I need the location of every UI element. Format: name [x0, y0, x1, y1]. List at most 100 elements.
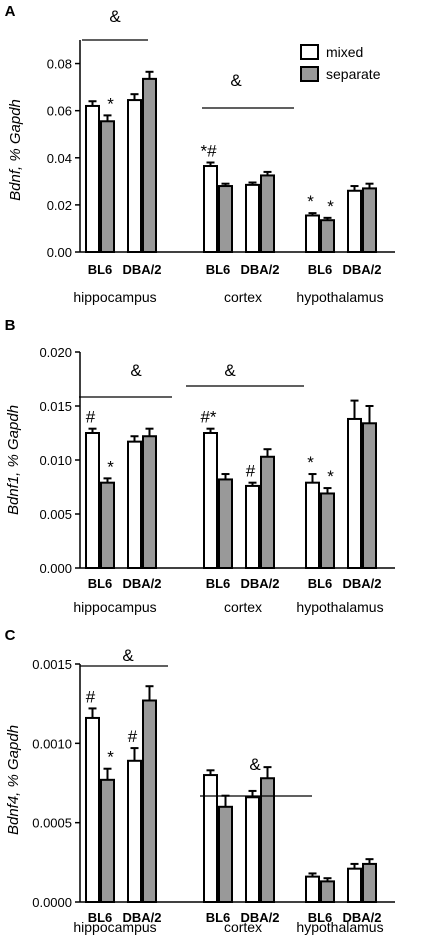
bar-mixed	[203, 432, 218, 569]
bar-separate	[142, 435, 157, 569]
x-tick-label: BL6	[308, 262, 333, 277]
significance-mark: #	[86, 408, 96, 427]
bar-mixed	[127, 440, 142, 570]
x-tick-label: DBA/2	[240, 576, 279, 591]
panel-c: C Bdnf4, % Gapdh 0.0000 0.0005 0.0010 0.0015 #…	[5, 627, 395, 935]
x-tick-label: BL6	[88, 262, 113, 277]
significance-mark: *	[107, 94, 114, 113]
y-tick-label: 0.000	[39, 561, 72, 576]
bar-mixed	[203, 165, 218, 253]
bar-mixed	[203, 774, 218, 903]
x-tick-label: DBA/2	[122, 910, 161, 925]
y-tick-label: 0.06	[47, 104, 72, 119]
bar-separate	[100, 120, 115, 254]
y-tick-label: 0.00	[47, 245, 72, 260]
y-tick-label: 0.0005	[32, 816, 72, 831]
x-tick-label: DBA/2	[122, 576, 161, 591]
legend-swatch-separate	[300, 66, 319, 82]
bar-mixed	[305, 214, 320, 254]
x-tick-label: BL6	[206, 262, 231, 277]
panel-letter: A	[5, 3, 16, 20]
region-label: hippocampus	[73, 599, 156, 615]
y-tick-label: 0.0015	[32, 657, 72, 672]
bracket-label: &	[109, 7, 121, 26]
region-label: cortex	[224, 289, 262, 305]
x-tick-label: BL6	[206, 576, 231, 591]
bracket-label: &	[122, 646, 134, 665]
significance-mark: #*	[200, 408, 216, 427]
region-label: cortex	[224, 919, 262, 935]
panel-a: A Bdnf, % Gapdh 0.00 0.02 0.04 0.06 0.08 * BL6 DB…	[5, 3, 395, 305]
x-tick-label: DBA/2	[342, 910, 381, 925]
bracket-label: &	[224, 361, 236, 380]
y-tick-label: 0.0010	[32, 736, 72, 751]
bar-separate	[218, 805, 233, 903]
x-tick-label: BL6	[88, 576, 113, 591]
y-tick-label: 0.005	[39, 507, 72, 522]
bar-separate	[362, 187, 377, 253]
bar-separate	[362, 422, 377, 569]
bar-mixed	[127, 759, 142, 904]
legend-label-separate: separate	[326, 66, 381, 82]
region-label: hypothalamus	[296, 919, 383, 935]
x-tick-label: DBA/2	[240, 262, 279, 277]
legend-swatch-mixed	[300, 44, 319, 60]
y-tick-label: 0.02	[47, 198, 72, 213]
significance-mark: *	[107, 457, 114, 476]
significance-mark: *	[327, 197, 334, 216]
y-tick-label: 0.010	[39, 453, 72, 468]
region-label: hippocampus	[73, 919, 156, 935]
legend: mixed separate	[300, 44, 381, 82]
significance-mark: #	[246, 462, 256, 481]
x-tick-label: BL6	[308, 910, 333, 925]
significance-mark: *	[327, 467, 334, 486]
panel-letter: C	[5, 627, 16, 644]
region-label: hypothalamus	[296, 599, 383, 615]
y-axis-label: Bdnf, % Gapdh	[7, 99, 24, 201]
x-tick-label: DBA/2	[122, 262, 161, 277]
significance-mark: *#	[200, 141, 217, 160]
bar-mixed	[85, 432, 100, 569]
bar-mixed	[245, 183, 260, 253]
legend-label-mixed: mixed	[326, 44, 363, 60]
y-tick-label: 0.0000	[32, 895, 72, 910]
bar-separate	[142, 77, 157, 253]
bar-mixed	[85, 716, 100, 903]
bracket-label: &	[230, 71, 242, 90]
bar-mixed	[127, 99, 142, 253]
bar-separate	[260, 777, 275, 903]
bar-separate	[218, 185, 233, 254]
y-axis-label: Bdnf1, % Gapdh	[5, 405, 22, 515]
bar-separate	[362, 862, 377, 903]
bar-separate	[142, 699, 157, 904]
x-tick-label: BL6	[88, 910, 113, 925]
region-label: hypothalamus	[296, 289, 383, 305]
region-label: cortex	[224, 599, 262, 615]
x-tick-label: DBA/2	[342, 576, 381, 591]
significance-mark: *	[107, 748, 114, 767]
bar-separate	[320, 492, 335, 570]
bar-mixed	[305, 481, 320, 569]
y-tick-label: 0.04	[47, 151, 72, 166]
y-tick-label: 0.020	[39, 345, 72, 360]
panel-letter: B	[5, 317, 16, 334]
bar-separate	[100, 481, 115, 569]
panel-b: B Bdnf1, % Gapdh 0.000 0.005 0.010 0.015 0.020…	[5, 317, 395, 615]
x-tick-label: DBA/2	[342, 262, 381, 277]
x-tick-label: BL6	[206, 910, 231, 925]
significance-mark: *	[307, 192, 314, 211]
y-axis-label: Bdnf4, % Gapdh	[5, 725, 22, 835]
bar-separate	[260, 174, 275, 253]
bar-mixed	[245, 796, 260, 904]
bar-mixed	[347, 867, 362, 903]
bar-mixed	[347, 417, 362, 569]
bar-separate	[100, 778, 115, 903]
bar-mixed	[347, 189, 362, 253]
significance-mark: *	[307, 453, 314, 472]
bracket-label: &	[249, 755, 261, 774]
bar-separate	[320, 219, 335, 253]
significance-mark: #	[86, 687, 96, 706]
bar-mixed	[85, 104, 100, 254]
region-label: hippocampus	[73, 289, 156, 305]
